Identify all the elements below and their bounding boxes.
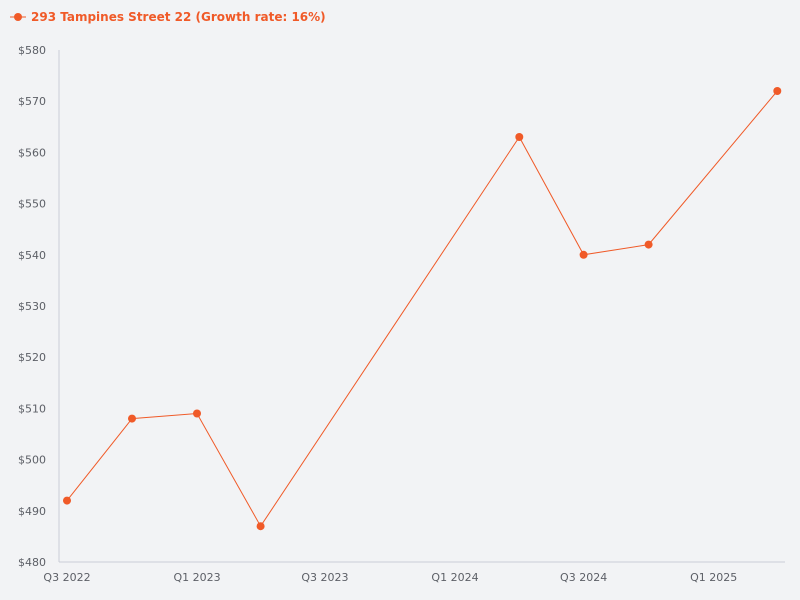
- y-tick-label: $580: [18, 44, 46, 57]
- axes: [58, 50, 785, 563]
- legend-marker-icon: [14, 13, 22, 21]
- x-axis-ticks: Q3 2022 Q1 2023 Q3 2023 Q1 2024 Q3 2024 Q1 20…: [43, 571, 737, 584]
- y-tick-label: $520: [18, 351, 46, 364]
- x-tick-label: Q3 2023: [301, 571, 348, 584]
- y-tick-label: $540: [18, 249, 46, 262]
- legend[interactable]: 293 Tampines Street 22 (Growth rate: 16%…: [10, 10, 326, 24]
- y-axis-ticks: $480 $490 $500 $510 $520 $530 $540 $550 $560 $570…: [18, 44, 46, 569]
- data-point[interactable]: [773, 87, 782, 95]
- x-tick-label: Q1 2025: [690, 571, 737, 584]
- x-tick-label: Q3 2022: [43, 571, 90, 584]
- x-tick-label: Q1 2023: [173, 571, 220, 584]
- data-point[interactable]: [579, 250, 588, 259]
- y-tick-label: $510: [18, 402, 46, 415]
- y-tick-label: $480: [18, 556, 46, 569]
- y-tick-label: $570: [18, 95, 46, 108]
- data-point[interactable]: [128, 414, 136, 423]
- series-group: [63, 87, 782, 531]
- data-point[interactable]: [644, 240, 653, 249]
- data-point[interactable]: [256, 522, 265, 531]
- x-tick-label: Q1 2024: [431, 571, 478, 584]
- legend-label: 293 Tampines Street 22 (Growth rate: 16%…: [31, 10, 326, 24]
- data-point[interactable]: [515, 133, 524, 141]
- x-tick-label: Q3 2024: [560, 571, 607, 584]
- y-tick-label: $490: [18, 505, 46, 518]
- series-line: [66, 90, 778, 528]
- y-tick-label: $550: [18, 198, 46, 211]
- y-tick-label: $530: [18, 300, 46, 313]
- y-tick-label: $500: [18, 454, 46, 467]
- y-tick-label: $560: [18, 146, 46, 159]
- data-point[interactable]: [193, 409, 201, 418]
- data-point[interactable]: [63, 496, 71, 505]
